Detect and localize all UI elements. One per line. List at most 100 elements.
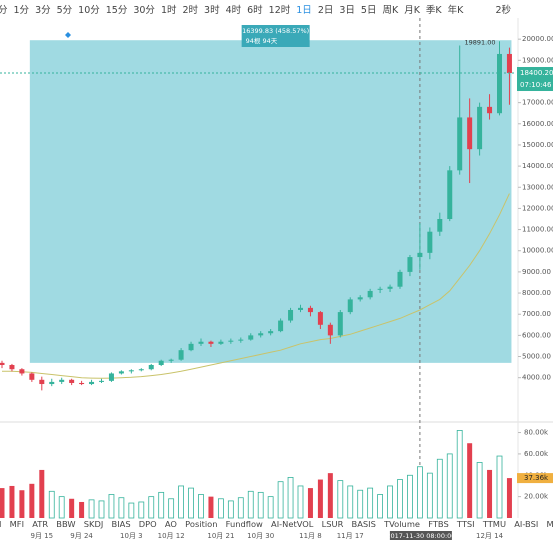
timeframe-button[interactable]: 1时 — [160, 5, 177, 16]
y-tick-label: 9000.00 — [522, 268, 551, 276]
candle-body — [367, 290, 373, 298]
candle-body — [39, 379, 45, 385]
volume-bar — [397, 479, 403, 519]
candle-body — [168, 359, 174, 361]
volume-bar — [307, 488, 313, 518]
candle-body — [497, 53, 502, 114]
indicator-tab[interactable]: AI-BSI — [514, 519, 539, 529]
timeframe-button[interactable]: 季K — [425, 5, 442, 16]
timeframe-button[interactable]: 3日 — [339, 5, 355, 16]
indicator-tab[interactable]: Position — [185, 519, 218, 529]
volume-bar — [377, 494, 384, 519]
timeframe-button[interactable]: 1分 — [13, 5, 30, 16]
timeframe-button[interactable]: 15分 — [105, 5, 128, 16]
timeframe-button[interactable]: 30分 — [133, 5, 155, 16]
candle-body — [397, 271, 403, 287]
volume-bar — [327, 473, 333, 518]
volume-bar — [467, 443, 473, 518]
candle-body — [477, 106, 483, 150]
indicator-tab[interactable]: BIAS — [111, 519, 131, 529]
timeframe-button[interactable]: 12时 — [268, 5, 291, 16]
indicator-tab[interactable]: I — [0, 519, 2, 529]
volume-bar — [436, 458, 443, 519]
volume-bar — [337, 480, 344, 519]
indicator-tab[interactable]: BASIS — [351, 519, 376, 529]
timeframe-button[interactable]: 年K — [447, 5, 464, 16]
indicator-tab[interactable]: BBW — [56, 519, 76, 529]
crosshair-label: 2017-11-30 08:00:00 — [386, 532, 455, 540]
timeframe-button[interactable]: 2时 — [182, 5, 199, 16]
candle-body — [69, 379, 75, 383]
indicator-tab[interactable]: ATR — [32, 519, 49, 529]
volume-bar — [317, 479, 323, 518]
candle-body — [178, 350, 184, 360]
volume-bar — [148, 496, 155, 519]
candle-body — [79, 382, 85, 385]
volume-bar — [407, 474, 413, 519]
candle-body — [377, 288, 383, 290]
candle-body — [317, 312, 323, 325]
candle-body — [427, 231, 433, 253]
candle-body — [218, 341, 224, 344]
candle-body — [417, 252, 423, 258]
indicator-tab[interactable]: AI-NetVOL — [271, 519, 314, 529]
timeframe-button[interactable]: 4时 — [225, 5, 242, 16]
refresh-rate[interactable]: 2秒 — [495, 5, 511, 16]
volume-bar — [347, 485, 354, 519]
timeframe-button[interactable]: 5日 — [360, 5, 377, 16]
x-tick-label: 10月 30 — [247, 532, 274, 540]
timeframe-button[interactable]: 1日 — [296, 5, 312, 16]
candle-body — [268, 331, 274, 334]
timeframe-button[interactable]: 周K — [382, 5, 399, 16]
timeframe-button[interactable]: 10分 — [78, 5, 100, 16]
candle-body — [347, 299, 353, 313]
candle-body — [0, 362, 5, 365]
indicator-tab[interactable]: FTBS — [428, 519, 449, 529]
x-tick-label: 9月 15 — [31, 532, 54, 540]
indicator-tab[interactable]: MFI — [9, 519, 25, 529]
timeframe-button[interactable]: 3时 — [204, 5, 220, 16]
y-tick-label: 15000.00 — [522, 141, 553, 149]
volume-bar — [158, 491, 165, 519]
candle-body — [158, 360, 164, 365]
y-tick-label: 16000.00 — [522, 120, 553, 128]
y-tick-label: 8000.00 — [522, 289, 551, 297]
candle-body — [407, 257, 413, 272]
indicator-tab[interactable]: TTMU — [482, 519, 507, 529]
price-time: 07:10:46 — [520, 81, 552, 89]
indicator-tab[interactable]: LSUR — [321, 519, 344, 529]
timeframe-button[interactable]: 5分 — [56, 5, 73, 16]
crosshair-label-bg — [389, 531, 452, 540]
y-tick-label: 19000.00 — [522, 56, 553, 64]
volume-bar — [496, 455, 503, 519]
volume-tag: 37.36k — [524, 474, 549, 482]
volume-bar — [0, 488, 5, 518]
volume-bar — [39, 469, 45, 518]
volume-bar — [217, 498, 224, 519]
x-tick-label: 12月 14 — [476, 532, 504, 540]
candle-body — [188, 343, 194, 351]
indicator-tab[interactable]: AO — [164, 519, 177, 529]
timeframe-button[interactable]: 6时 — [247, 5, 263, 16]
indicator-tab[interactable]: TVolume — [384, 519, 421, 529]
timeframe-button[interactable]: 月K — [404, 5, 420, 16]
candle-body — [238, 339, 244, 341]
volume-bar — [128, 502, 135, 519]
indicator-tab[interactable]: TTSI — [456, 519, 475, 529]
price-tag-bg — [517, 67, 553, 92]
timeframe-button[interactable]: 2日 — [317, 5, 334, 16]
candle-body — [307, 307, 313, 313]
timeframe-button[interactable]: 3分 — [35, 5, 51, 16]
volume-bar — [198, 494, 204, 519]
volume-tick-label: 80.00k — [524, 429, 549, 437]
indicator-tab[interactable]: Fundflow — [225, 519, 263, 529]
indicator-tab[interactable]: SKDJ — [83, 519, 104, 529]
volume-bar — [188, 487, 194, 519]
volume-bar — [267, 496, 274, 519]
indicator-tab[interactable]: MLR — [546, 519, 553, 529]
timeframe-button[interactable]: 分 — [0, 5, 8, 16]
volume-bar — [58, 496, 65, 519]
indicator-tab[interactable]: DPO — [138, 519, 157, 529]
